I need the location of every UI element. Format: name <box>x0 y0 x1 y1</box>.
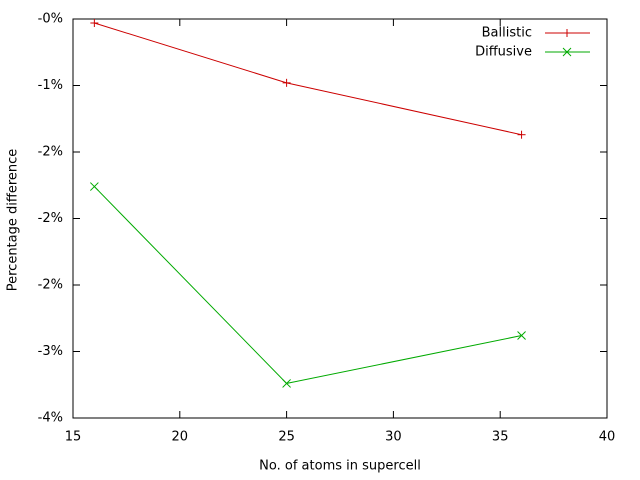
x-tick-label: 35 <box>492 430 509 445</box>
x-tick-label: 40 <box>599 430 616 445</box>
x-axis-label: No. of atoms in supercell <box>259 459 421 474</box>
plot-border <box>72 18 608 419</box>
marker <box>282 78 291 87</box>
x-tick-label: 15 <box>65 430 82 445</box>
y-tick-label: -2% <box>38 211 63 226</box>
legend-marker <box>562 47 572 57</box>
x-tick-label: 30 <box>385 430 402 445</box>
y-tick-label: -4% <box>38 411 63 426</box>
legend-marker <box>563 29 571 37</box>
x-tick-label: 20 <box>172 430 189 445</box>
y-tick-label: -1% <box>38 78 63 93</box>
marker <box>90 182 99 191</box>
marker <box>90 18 99 27</box>
y-tick-label: -0% <box>38 12 63 27</box>
legend-label: Diffusive <box>475 45 532 60</box>
marker <box>517 331 526 340</box>
legend-label: Ballistic <box>482 26 532 41</box>
x-tick-label: 25 <box>278 430 295 445</box>
marker <box>282 379 291 388</box>
y-tick-label: -2% <box>38 278 63 293</box>
marker <box>517 130 526 139</box>
series-line <box>94 186 522 384</box>
y-axis-label: Percentage difference <box>6 149 21 292</box>
y-tick-label: -3% <box>38 344 63 359</box>
series-line <box>94 22 522 136</box>
y-tick-label: -2% <box>38 145 63 160</box>
